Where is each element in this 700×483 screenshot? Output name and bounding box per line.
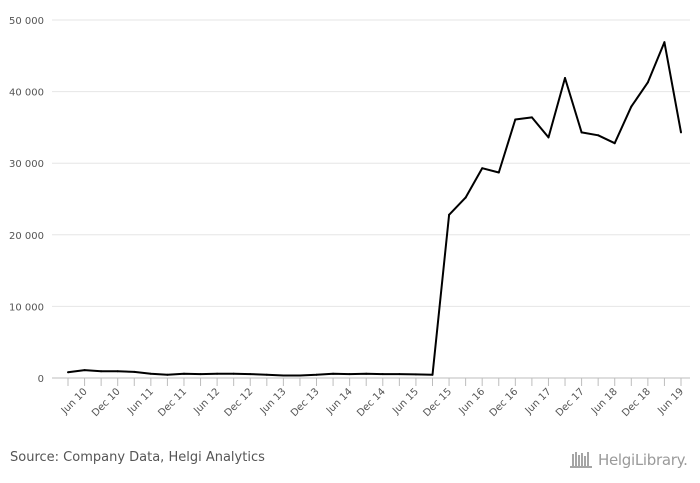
data-point xyxy=(431,373,434,376)
data-point xyxy=(597,134,600,137)
x-tick-label: Dec 14 xyxy=(355,386,388,419)
y-axis: 0 10 000 20 000 30 000 40 000 50 000 xyxy=(9,16,44,385)
y-tick-label: 30 000 xyxy=(9,159,44,170)
data-point xyxy=(100,370,103,373)
data-point xyxy=(613,142,616,145)
x-tick-label: Jun 13 xyxy=(258,386,289,417)
data-point xyxy=(249,373,252,376)
helgi-library-logo[interactable]: HelgiLibrary. xyxy=(570,449,688,471)
library-icon xyxy=(570,452,592,468)
data-point xyxy=(298,374,301,377)
data-point xyxy=(315,373,318,376)
x-tick-label: Dec 15 xyxy=(421,386,454,419)
data-point xyxy=(149,372,152,375)
data-point xyxy=(216,372,219,375)
source-note: Source: Company Data, Helgi Analytics xyxy=(10,450,265,465)
data-point xyxy=(448,213,451,216)
data-point xyxy=(166,373,169,376)
data-point xyxy=(497,171,500,174)
x-tick-label: Dec 17 xyxy=(554,386,587,419)
data-point xyxy=(232,372,235,375)
logo-text: HelgiLibrary. xyxy=(598,451,688,469)
data-point xyxy=(663,41,666,44)
x-tick-label: Jun 16 xyxy=(457,386,488,417)
x-tick-label: Jun 18 xyxy=(589,386,620,417)
series-line xyxy=(67,41,682,377)
x-tick-label: Jun 14 xyxy=(324,386,355,417)
data-point xyxy=(282,374,285,377)
data-point xyxy=(133,370,136,373)
data-point xyxy=(530,116,533,119)
data-point xyxy=(514,118,517,121)
data-point xyxy=(680,131,682,134)
x-tick-label: Dec 13 xyxy=(289,386,322,419)
y-tick-label: 20 000 xyxy=(9,231,44,242)
data-point xyxy=(265,373,268,376)
data-point xyxy=(414,373,417,376)
x-tick-label: Jun 17 xyxy=(523,386,554,417)
data-point xyxy=(116,370,119,373)
data-point xyxy=(183,372,185,375)
y-tick-label: 10 000 xyxy=(9,302,44,313)
gridlines xyxy=(52,19,690,307)
data-point xyxy=(398,373,401,376)
x-tick-label: Jun 19 xyxy=(655,386,686,417)
data-point xyxy=(381,373,384,376)
y-tick-label: 50 000 xyxy=(9,16,44,27)
data-point xyxy=(646,81,649,84)
data-point xyxy=(83,369,86,372)
x-tick-label: Jun 10 xyxy=(59,386,90,417)
x-tick-label: Jun 15 xyxy=(390,386,421,417)
x-axis: Jun 10 Dec 10 Jun 11 Dec 11 Jun 12 Dec 12 Jun … xyxy=(52,377,690,419)
data-point xyxy=(481,167,484,170)
data-point xyxy=(464,196,467,199)
data-point xyxy=(348,373,351,376)
data-point xyxy=(564,77,566,79)
x-tick-label: Dec 16 xyxy=(488,386,521,419)
series-polyline xyxy=(67,41,682,377)
data-point xyxy=(332,372,335,375)
data-point xyxy=(580,131,583,134)
x-tick-label: Dec 10 xyxy=(90,386,123,419)
x-tick-label: Jun 11 xyxy=(125,386,156,417)
x-tick-label: Dec 12 xyxy=(223,386,256,419)
y-tick-label: 40 000 xyxy=(9,88,44,99)
x-tick-label: Dec 11 xyxy=(156,386,189,419)
data-point xyxy=(630,105,633,108)
x-tick-label: Jun 12 xyxy=(191,386,222,417)
data-point xyxy=(67,371,69,374)
x-tick-label: Dec 18 xyxy=(620,386,653,419)
data-point xyxy=(365,372,368,375)
data-point xyxy=(199,373,202,376)
data-point xyxy=(547,136,550,139)
y-tick-label: 0 xyxy=(38,374,44,385)
